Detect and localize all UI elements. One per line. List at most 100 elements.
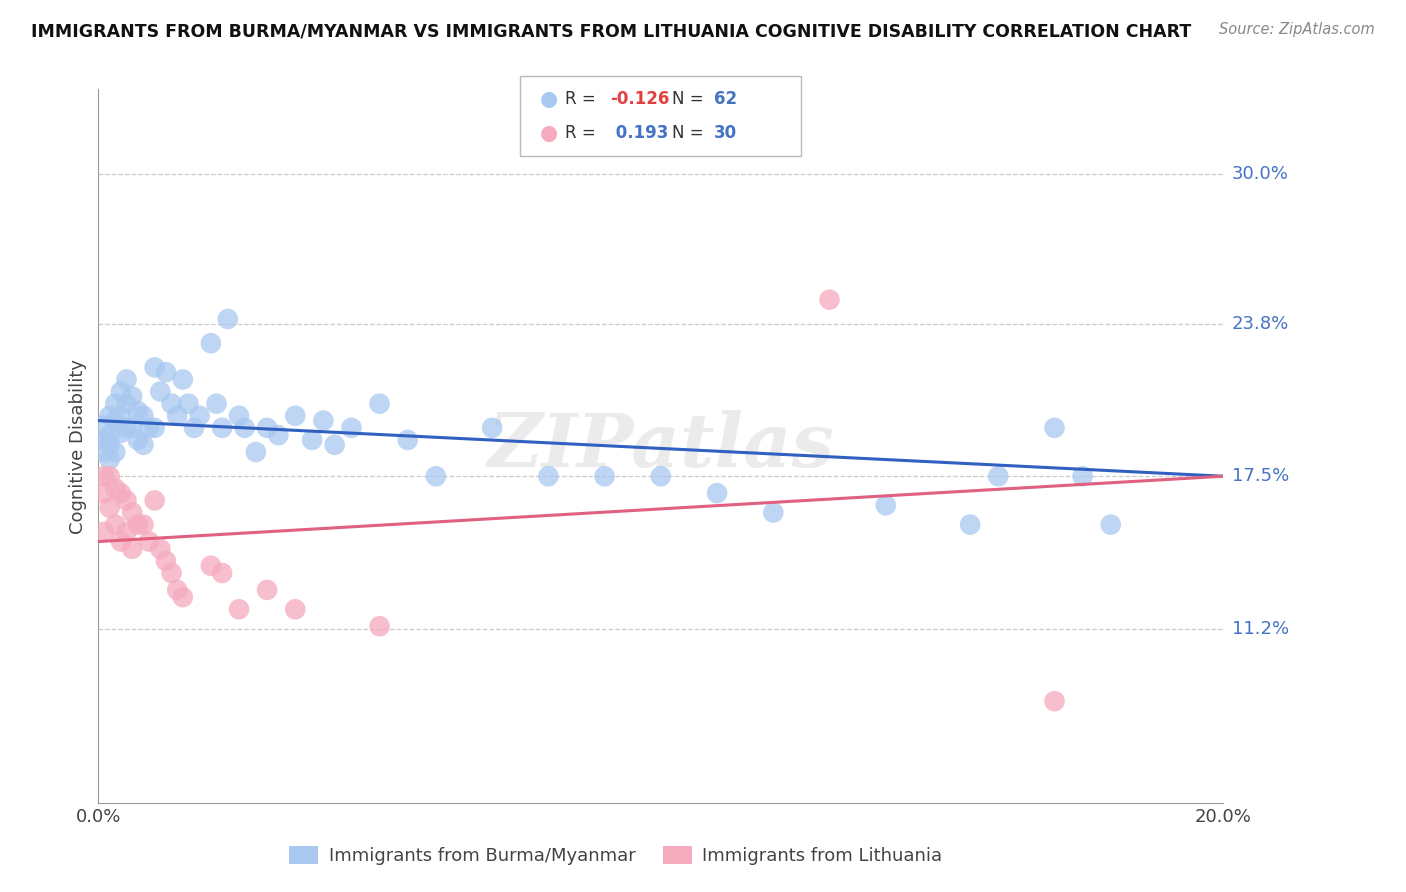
Point [537, 469, 560, 483]
Point [200, 558, 222, 573]
Point [98, 500, 121, 515]
Point [245, 445, 267, 459]
Point [132, 438, 155, 452]
Point [104, 414, 127, 428]
Point [217, 312, 239, 326]
Point [98, 469, 121, 483]
Text: -0.126: -0.126 [610, 90, 669, 108]
Text: 30: 30 [714, 124, 737, 142]
Point [93, 418, 115, 433]
Point [368, 397, 391, 411]
Point [1043, 421, 1066, 435]
Point [104, 445, 127, 459]
Point [98, 438, 121, 452]
Point [593, 469, 616, 483]
Point [110, 409, 132, 423]
Point [143, 360, 166, 375]
Point [115, 421, 138, 435]
Point [98, 452, 121, 467]
Point [267, 428, 290, 442]
Point [143, 493, 166, 508]
Point [121, 506, 143, 520]
Text: 62: 62 [714, 90, 737, 108]
Point [166, 582, 188, 597]
Point [104, 481, 127, 495]
Y-axis label: Cognitive Disability: Cognitive Disability [69, 359, 87, 533]
Point [875, 498, 897, 512]
Point [481, 421, 503, 435]
Point [115, 493, 138, 508]
Point [110, 534, 132, 549]
Point [172, 372, 194, 386]
Point [104, 397, 127, 411]
Text: ●: ● [540, 123, 558, 143]
Point [160, 566, 183, 580]
Point [340, 421, 363, 435]
Point [1099, 517, 1122, 532]
Point [256, 582, 278, 597]
Point [762, 506, 785, 520]
Point [110, 486, 132, 500]
Point [987, 469, 1010, 483]
Point [1043, 694, 1066, 708]
Text: N =: N = [672, 124, 709, 142]
Point [115, 397, 138, 411]
Point [301, 433, 323, 447]
Point [183, 421, 205, 435]
Point [200, 336, 222, 351]
Point [284, 602, 307, 616]
Point [205, 397, 228, 411]
Point [959, 517, 981, 532]
Text: IMMIGRANTS FROM BURMA/MYANMAR VS IMMIGRANTS FROM LITHUANIA COGNITIVE DISABILITY : IMMIGRANTS FROM BURMA/MYANMAR VS IMMIGRA… [31, 22, 1191, 40]
Point [115, 372, 138, 386]
Point [93, 486, 115, 500]
Point [138, 534, 160, 549]
Point [188, 409, 211, 423]
Point [127, 517, 149, 532]
Point [211, 421, 233, 435]
Point [149, 384, 172, 399]
Point [211, 566, 233, 580]
Point [228, 409, 250, 423]
Text: ZIPatlas: ZIPatlas [488, 409, 834, 483]
Point [127, 433, 149, 447]
Text: Source: ZipAtlas.com: Source: ZipAtlas.com [1219, 22, 1375, 37]
Point [110, 425, 132, 440]
Point [121, 421, 143, 435]
Text: 17.5%: 17.5% [1232, 467, 1289, 485]
Text: 23.8%: 23.8% [1232, 315, 1289, 333]
Point [138, 421, 160, 435]
Point [425, 469, 447, 483]
Point [312, 414, 335, 428]
Point [177, 397, 200, 411]
Point [115, 524, 138, 539]
Point [396, 433, 419, 447]
Point [121, 541, 143, 556]
Point [93, 469, 115, 483]
Point [104, 517, 127, 532]
Point [132, 409, 155, 423]
Point [1071, 469, 1094, 483]
Point [256, 421, 278, 435]
Text: 0.193: 0.193 [610, 124, 669, 142]
Point [233, 421, 256, 435]
Point [160, 397, 183, 411]
Point [127, 404, 149, 418]
Point [172, 590, 194, 604]
Point [155, 554, 177, 568]
Point [132, 517, 155, 532]
Point [706, 486, 728, 500]
Point [121, 389, 143, 403]
Text: N =: N = [672, 90, 709, 108]
Point [166, 409, 188, 423]
Point [149, 541, 172, 556]
Point [368, 619, 391, 633]
Point [98, 428, 121, 442]
Text: R =: R = [565, 90, 602, 108]
Point [155, 365, 177, 379]
Point [143, 421, 166, 435]
Point [650, 469, 672, 483]
Point [284, 409, 307, 423]
Legend: Immigrants from Burma/Myanmar, Immigrants from Lithuania: Immigrants from Burma/Myanmar, Immigrant… [283, 839, 949, 872]
Point [818, 293, 841, 307]
